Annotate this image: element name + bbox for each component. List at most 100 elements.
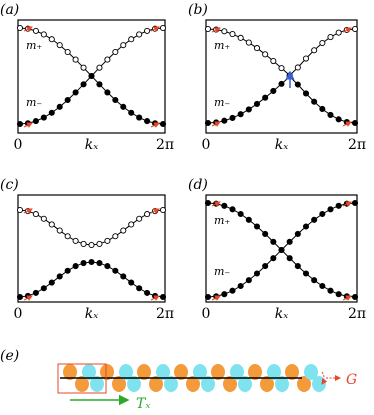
orbital-lobe: [100, 364, 114, 380]
orbital-lobe: [211, 364, 225, 380]
band-point: [237, 111, 244, 118]
band-point: [56, 42, 63, 49]
band-point: [120, 227, 127, 234]
band-point: [80, 260, 87, 267]
band-point: [351, 119, 359, 127]
orbital-lobe: [230, 364, 244, 380]
band-point: [144, 289, 151, 296]
band-point: [96, 81, 103, 88]
spin-arrow: [150, 122, 160, 128]
band-point: [64, 96, 71, 104]
band-point: [229, 114, 236, 122]
band-point: [204, 119, 212, 127]
spin-arrow: [342, 201, 352, 207]
band-point: [64, 48, 71, 56]
panel-label: (b): [188, 2, 208, 18]
band-point: [335, 202, 342, 209]
band-point: [128, 279, 135, 286]
band-label: m₋: [214, 265, 230, 278]
band-point: [327, 206, 334, 213]
band-point: [319, 210, 326, 218]
band-point: [16, 206, 24, 214]
band-point: [294, 64, 301, 71]
band-point: [96, 260, 103, 267]
orbital-lobe: [260, 376, 274, 392]
spin-arrow: [150, 208, 160, 214]
panel-label: (c): [0, 177, 19, 193]
band-point: [335, 291, 342, 298]
band-point: [319, 105, 326, 113]
panel-frame: [205, 19, 358, 134]
band-point: [48, 109, 55, 116]
operator-label: G: [346, 372, 357, 388]
band-point: [253, 100, 261, 107]
band-point: [262, 51, 269, 58]
band-point: [112, 233, 119, 240]
band-point: [319, 39, 326, 47]
x-axis-label: kₓ: [275, 306, 288, 322]
band-point: [270, 57, 277, 65]
band-point: [16, 120, 24, 128]
band-point: [159, 24, 167, 32]
orbital-lobe: [63, 364, 77, 380]
x-axis-label: kₓ: [275, 137, 288, 153]
band-point: [278, 65, 285, 72]
orbital-lobe: [119, 364, 133, 380]
band-point: [351, 293, 359, 301]
orbital-lobe: [174, 364, 188, 380]
spin-arrow: [211, 295, 221, 301]
band-point: [104, 263, 111, 270]
band-point: [32, 211, 39, 218]
band-point: [237, 282, 244, 290]
orbital-lobe: [75, 376, 89, 392]
spin-arrow: [150, 295, 160, 301]
band-label: m₊: [26, 39, 42, 52]
band-point: [128, 221, 135, 228]
band-point: [136, 285, 143, 292]
panel-frame: [17, 19, 166, 134]
band-point: [229, 30, 236, 38]
orbital-lobe: [312, 376, 326, 392]
band-point: [112, 96, 119, 104]
band-point: [88, 258, 95, 266]
band-point: [96, 240, 103, 247]
band-point: [245, 106, 252, 113]
spin-arrow: [23, 122, 33, 128]
band-point: [104, 89, 111, 96]
band-point: [40, 31, 47, 38]
band-point: [327, 34, 334, 41]
band-point: [245, 277, 252, 284]
band-point: [64, 267, 71, 274]
band-point: [221, 28, 228, 35]
orbital-lobe: [127, 376, 141, 392]
band-point: [262, 230, 269, 237]
band-point: [120, 103, 127, 110]
band-point: [270, 255, 277, 262]
band-point: [159, 206, 167, 214]
band-point: [136, 215, 143, 222]
band-point: [120, 273, 127, 280]
orbital-lobe: [248, 364, 262, 380]
band-point: [351, 25, 359, 33]
orbital-lobe: [304, 364, 318, 380]
strip-drawing: [57, 363, 341, 406]
band-point: [302, 223, 310, 230]
orbital-lobe: [223, 376, 237, 392]
band-point: [245, 216, 252, 223]
orbital-lobe: [186, 376, 200, 392]
band-point: [128, 109, 135, 116]
band-point: [80, 81, 87, 88]
x-axis-label: kₓ: [85, 306, 98, 322]
band-point: [136, 114, 143, 121]
band-point: [144, 27, 151, 34]
band-point: [286, 238, 293, 245]
band-point: [204, 199, 212, 207]
band-point: [112, 267, 119, 274]
band-point: [88, 72, 95, 80]
band-point: [72, 263, 79, 270]
band-point: [319, 282, 326, 290]
spin-arrow: [23, 26, 33, 32]
band-point: [229, 206, 236, 213]
band-point: [128, 36, 135, 43]
band-point: [72, 56, 79, 63]
